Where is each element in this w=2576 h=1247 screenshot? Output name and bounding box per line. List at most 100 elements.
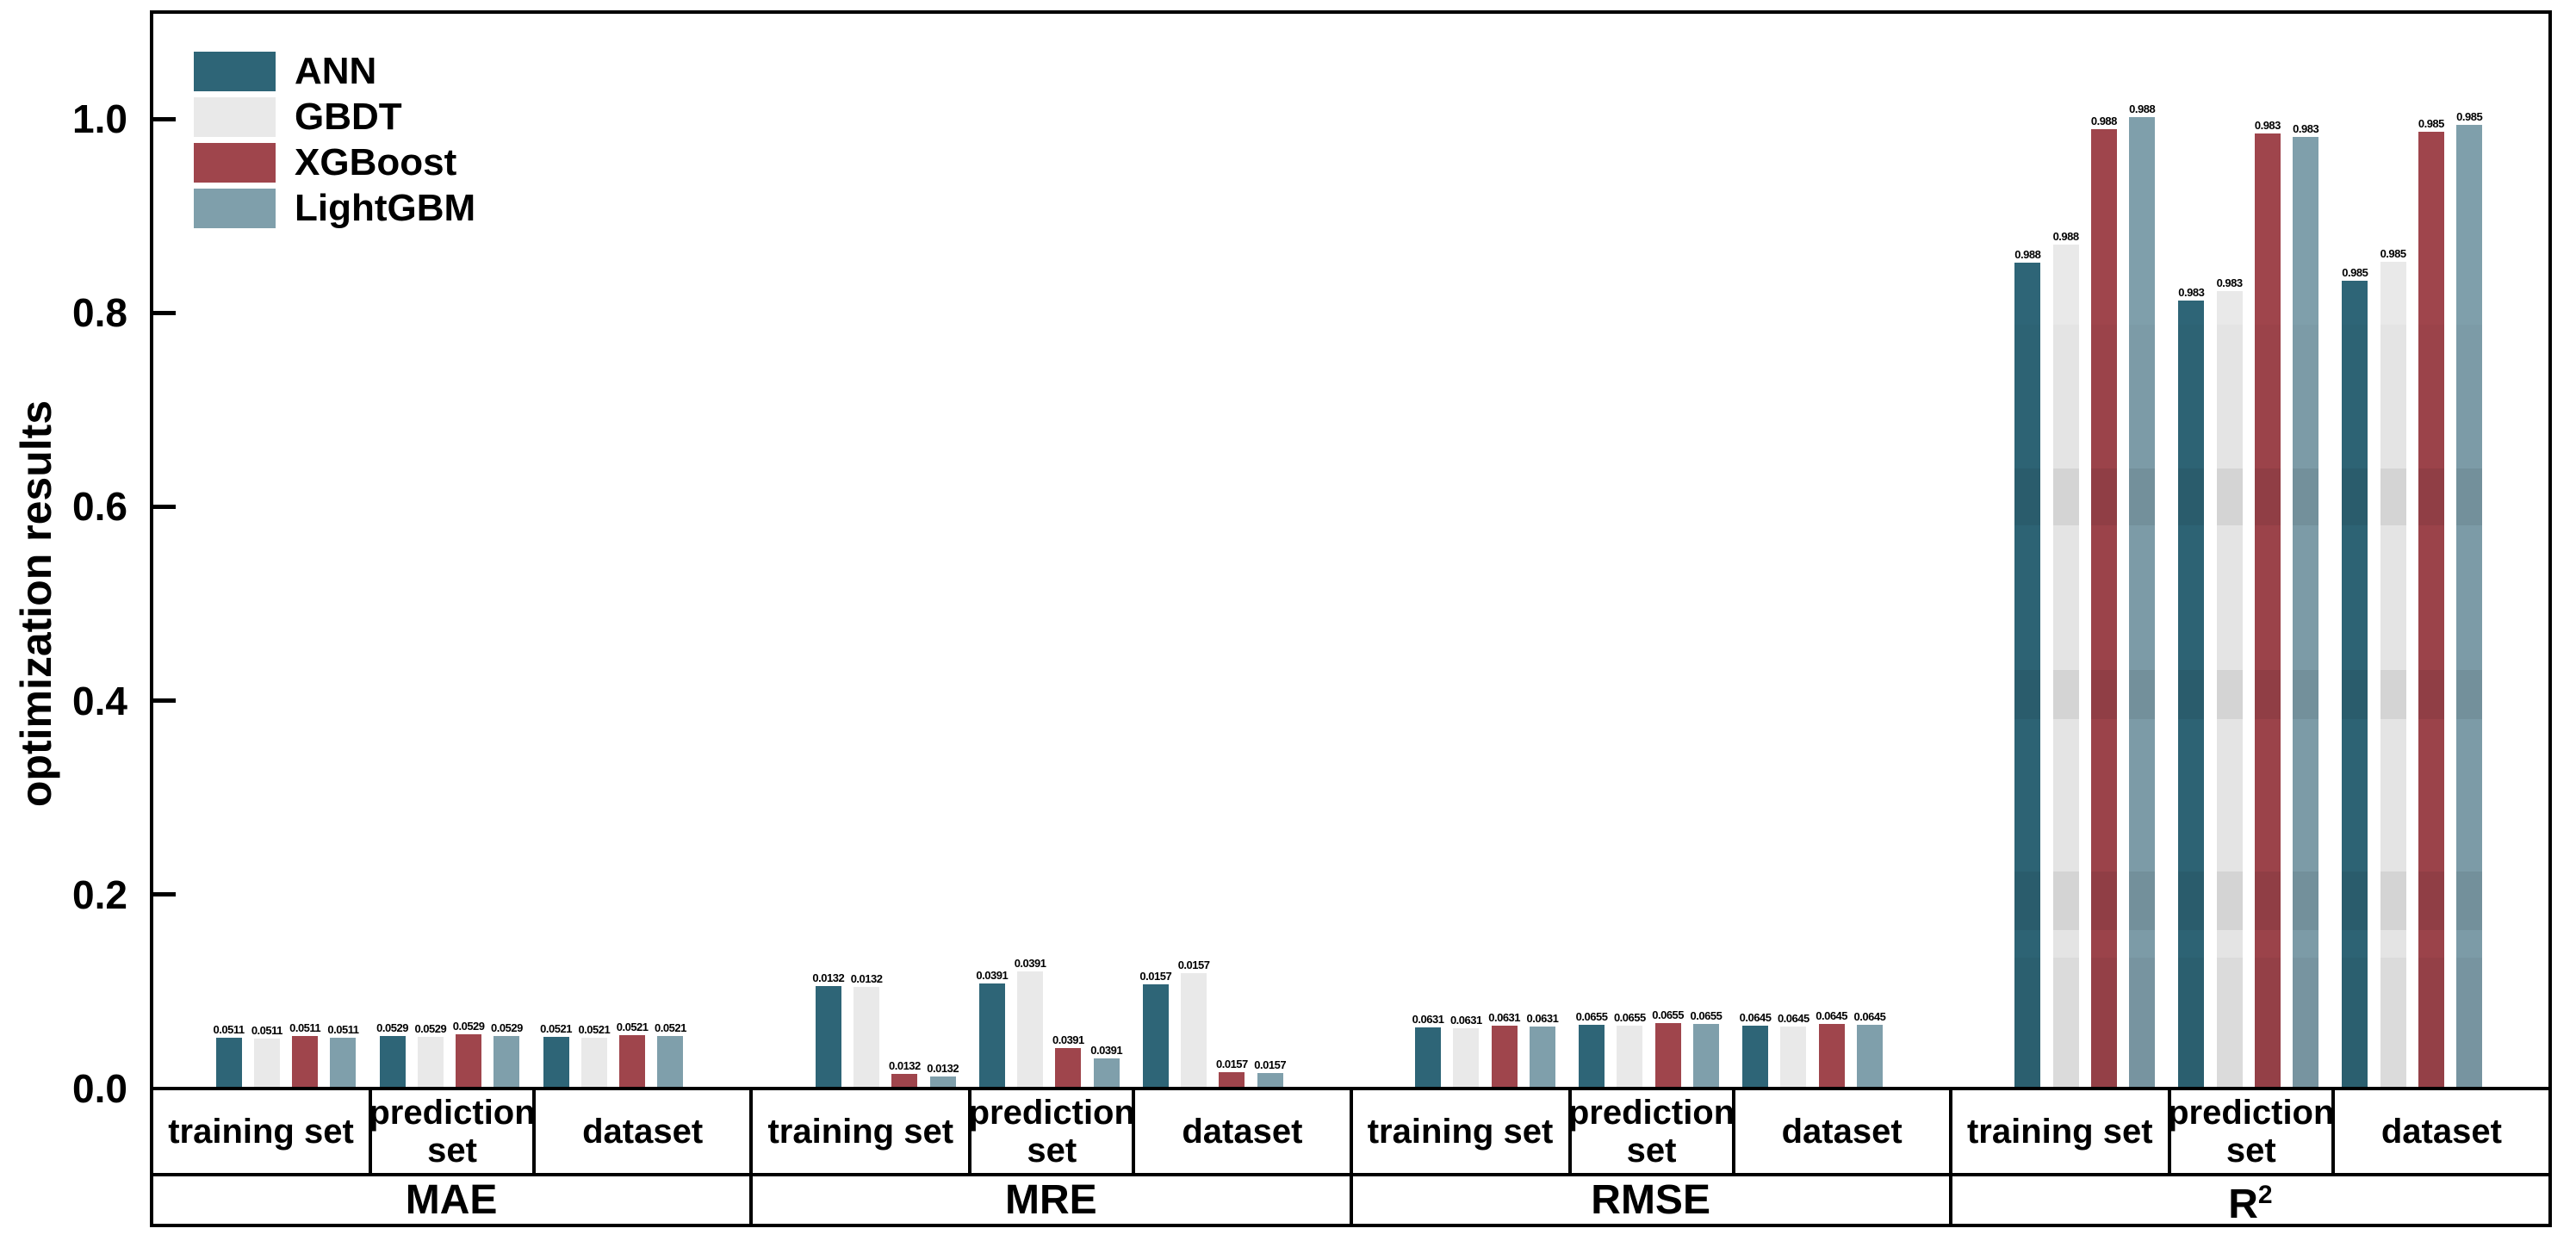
- bar-shading-band: [2014, 872, 2041, 930]
- bar-xgboost: [2418, 132, 2444, 1087]
- bar-value-label: 0.0391: [976, 969, 1009, 982]
- legend-swatch-ann-icon: [194, 52, 276, 91]
- y-axis-title: optimization results: [12, 400, 60, 808]
- set-label-cell: dataset: [1132, 1087, 1353, 1176]
- metric-label-cell: MRE: [749, 1173, 1353, 1227]
- bar-xgboost: [2254, 133, 2281, 1087]
- legend-swatch-xgboost-icon: [194, 143, 276, 183]
- bar-ann: [2014, 263, 2041, 1087]
- bar-value-label: 0.0631: [1488, 1011, 1521, 1024]
- bar-value-label: 0.0157: [1254, 1058, 1287, 1071]
- bar-shading-band: [2052, 468, 2079, 526]
- y-tick-mark: [153, 698, 176, 704]
- bar-gbdt: [2216, 291, 2243, 1087]
- bar-gbdt: [417, 1037, 444, 1087]
- y-tick-label: 0.4: [72, 678, 127, 723]
- set-label: prediction set: [2168, 1094, 2335, 1169]
- bar-shading-band: [2293, 872, 2319, 930]
- bar-shading-band: [2456, 872, 2483, 930]
- bar-shading-band: [2418, 669, 2444, 720]
- bar-lightgbm: [493, 1036, 520, 1087]
- bar-value-label: 0.983: [2216, 276, 2244, 289]
- bar-value-label: 0.0511: [251, 1024, 283, 1037]
- bar-value-label: 0.0529: [414, 1022, 447, 1035]
- bar-shading-band: [2254, 958, 2281, 1087]
- bar-value-label: 0.0521: [616, 1021, 649, 1033]
- bar-value-label: 0.985: [2380, 247, 2407, 260]
- bar-shading-band: [2380, 872, 2406, 930]
- bar-value-label: 0.0511: [289, 1021, 321, 1034]
- set-label: training set: [168, 1113, 354, 1151]
- set-label-cell: dataset: [532, 1087, 754, 1176]
- bar-ann: [978, 983, 1005, 1087]
- bar-shading-band: [2014, 468, 2041, 526]
- bar-gbdt: [1780, 1027, 1807, 1087]
- y-tick-label: 1.0: [72, 96, 127, 141]
- set-label-cell: dataset: [2331, 1087, 2552, 1176]
- bar-shading-band: [2052, 669, 2079, 720]
- bar-shading-band: [2418, 468, 2444, 526]
- bar-value-label: 0.988: [2090, 115, 2118, 127]
- metric-label: MAE: [405, 1176, 498, 1223]
- bar-value-label: 0.988: [2052, 230, 2080, 243]
- bar-value-label: 0.0157: [1139, 970, 1172, 983]
- set-label-cell: prediction set: [2167, 1087, 2335, 1176]
- legend-label: XGBoost: [295, 141, 457, 183]
- bar-xgboost: [1055, 1048, 1082, 1087]
- legend-label: GBDT: [295, 96, 402, 138]
- set-label: dataset: [582, 1113, 704, 1151]
- bar-gbdt: [853, 987, 880, 1087]
- bar-value-label: 0.983: [2178, 286, 2205, 299]
- set-label-cell: training set: [150, 1087, 372, 1176]
- bar-xgboost: [1654, 1023, 1681, 1087]
- bar-shading-band: [2456, 468, 2483, 526]
- bar-shading-band: [2216, 958, 2243, 1087]
- bar-value-label: 0.0391: [1052, 1033, 1084, 1046]
- metric-label-cell: RMSE: [1349, 1173, 1952, 1227]
- bar-value-label: 0.0521: [655, 1021, 686, 1034]
- set-label: dataset: [1781, 1113, 1903, 1151]
- bar-value-label: 0.985: [2418, 117, 2445, 130]
- bar-shading-band: [2129, 958, 2156, 1087]
- y-tick-label: 0.6: [72, 484, 127, 530]
- bar-shading-band: [2129, 669, 2156, 720]
- bar-shading-band: [2342, 468, 2368, 526]
- bar-value-label: 0.0132: [812, 971, 845, 984]
- bar-value-label: 0.0631: [1449, 1014, 1482, 1027]
- bar-value-label: 0.0645: [1816, 1009, 1848, 1022]
- legend-label: ANN: [295, 50, 377, 92]
- bar-value-label: 0.0132: [889, 1059, 921, 1072]
- bar-xgboost: [2090, 129, 2117, 1087]
- legend: ANN GBDT XGBoost LightGBM: [194, 52, 475, 234]
- set-label-cell: prediction set: [968, 1087, 1136, 1176]
- bar-lightgbm: [2456, 125, 2483, 1087]
- bar-value-label: 0.985: [2456, 110, 2483, 123]
- bar-lightgbm: [2293, 137, 2319, 1087]
- set-label-cell: training set: [749, 1087, 972, 1176]
- bar-ann: [2342, 281, 2368, 1087]
- bar-shading-band: [2456, 669, 2483, 720]
- bar-ann: [215, 1038, 242, 1087]
- metric-label: RMSE: [1591, 1176, 1710, 1223]
- bar-value-label: 0.985: [2342, 266, 2368, 279]
- bar-value-label: 0.988: [2129, 102, 2156, 115]
- y-tick-label: 0.2: [72, 872, 127, 917]
- metric-label-cell: MAE: [150, 1173, 754, 1227]
- bar-lightgbm: [657, 1036, 684, 1087]
- bar-value-label: 0.0511: [327, 1023, 359, 1036]
- bar-shading-band: [2380, 468, 2406, 526]
- bar-value-label: 0.0391: [1014, 957, 1046, 970]
- bar-ann: [1415, 1027, 1442, 1087]
- bar-value-label: 0.0529: [376, 1021, 408, 1034]
- bar-value-label: 0.0655: [1652, 1008, 1685, 1021]
- legend-item: GBDT: [194, 97, 475, 137]
- bar-value-label: 0.0529: [452, 1020, 485, 1033]
- bar-shading-band: [2216, 468, 2243, 526]
- bar-value-label: 0.0391: [1090, 1044, 1123, 1057]
- set-label-cell: prediction set: [369, 1087, 536, 1176]
- bar-gbdt: [580, 1038, 607, 1087]
- bar-shading-band: [2090, 872, 2117, 930]
- bar-xgboost: [292, 1036, 319, 1087]
- bar-value-label: 0.0645: [1853, 1010, 1886, 1023]
- bar-value-label: 0.0645: [1777, 1012, 1809, 1025]
